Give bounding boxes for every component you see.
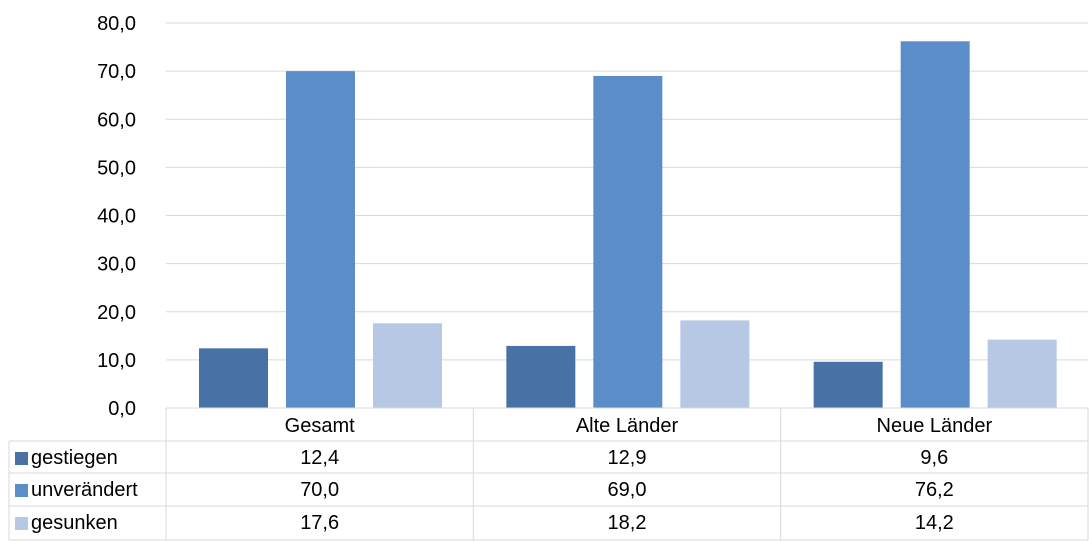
bar-unverändert-1 [286,71,355,408]
data-label: 69,0 [608,479,647,501]
y-tick-label: 60,0 [97,109,136,131]
legend-key-gesunken [15,517,28,530]
data-label: 70,0 [300,479,339,501]
bar-gesunken-2 [680,320,750,408]
category-label: Gesamt [285,415,355,437]
data-table: Gesamt Alte Länder Neue Länder gestiegen 12,… [8,407,1089,541]
y-tick-label: 70,0 [97,61,136,83]
legend-label: gestiegen [31,447,118,469]
y-tick-label: 50,0 [97,157,136,179]
legend-key-gestiegen [15,452,28,465]
bars [199,41,1057,408]
y-tick-label: 40,0 [97,206,136,228]
bar-gestiegen-1 [199,348,268,408]
legend-label: gesunken [31,512,118,534]
data-label: 12,9 [608,447,647,469]
y-tick-label: 80,0 [97,13,136,35]
category-label: Neue Länder [877,415,993,437]
category-label: Alte Länder [576,415,679,437]
y-tick-label: 20,0 [97,302,136,324]
legend-label: unverändert [31,479,138,501]
bar-unverändert-2 [593,75,663,408]
y-axis: 0,0 10,0 20,0 30,0 40,0 50,0 60,0 70,0 80,0 [97,13,136,420]
bar-gesunken-3 [987,339,1057,408]
data-label: 17,6 [300,512,339,534]
data-label: 18,2 [608,512,647,534]
bar-gestiegen-2 [506,345,576,408]
y-tick-label: 30,0 [97,254,136,276]
data-label: 76,2 [915,479,954,501]
data-label: 14,2 [915,512,954,534]
bar-unverändert-3 [900,41,970,408]
y-tick-label: 0,0 [108,398,136,420]
y-tick-label: 10,0 [97,350,136,372]
data-label: 12,4 [300,447,339,469]
bar-gesunken-1 [373,323,442,408]
data-label: 9,6 [920,447,948,469]
legend-key-unverändert [15,484,28,497]
bar-gestiegen-3 [813,361,883,408]
